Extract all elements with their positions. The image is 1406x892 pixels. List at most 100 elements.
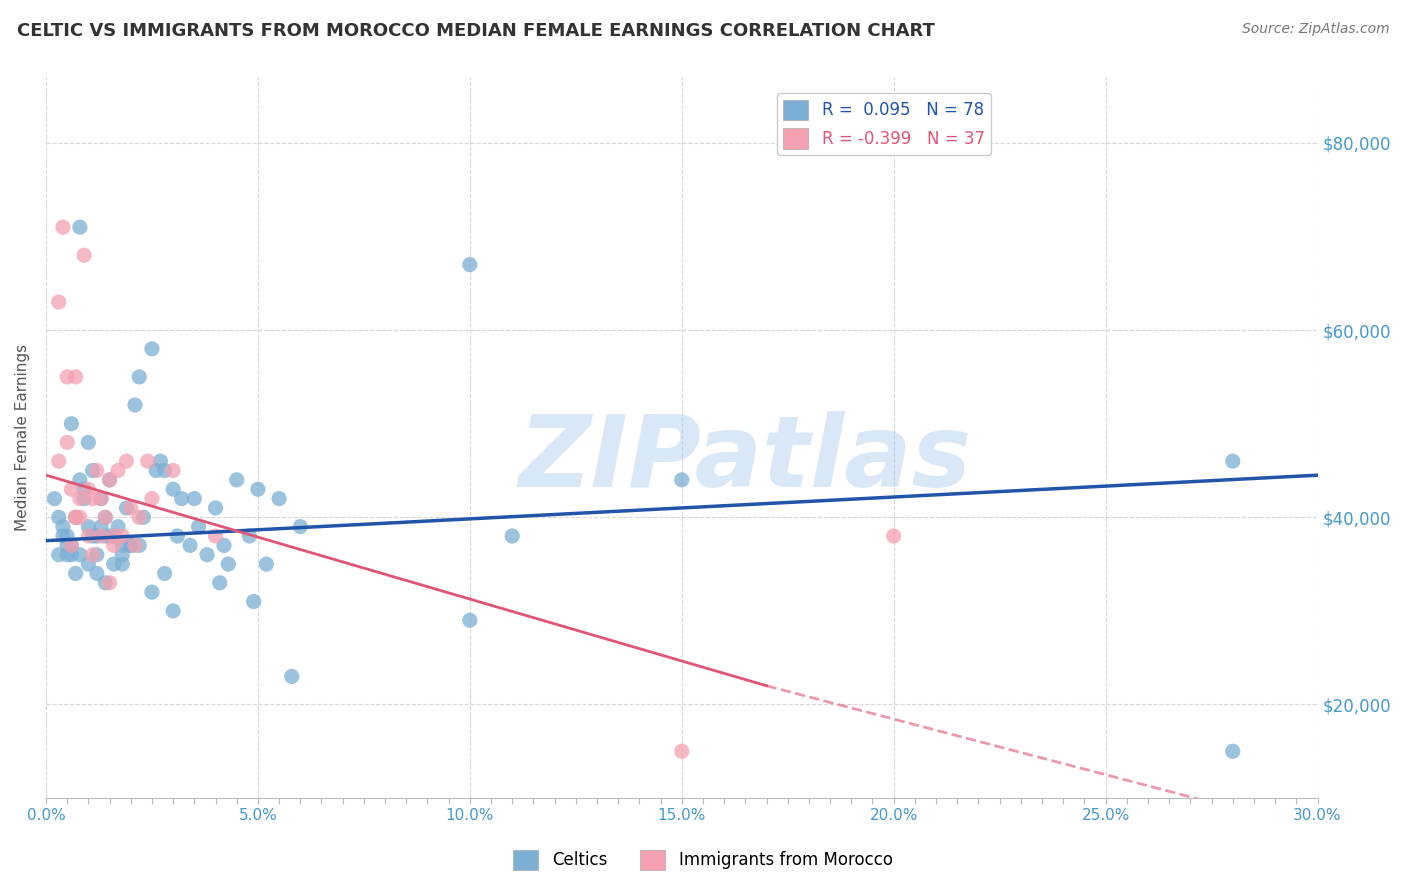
Point xyxy=(254,557,277,571)
Text: CELTIC VS IMMIGRANTS FROM MOROCCO MEDIAN FEMALE EARNINGS CORRELATION CHART: CELTIC VS IMMIGRANTS FROM MOROCCO MEDIAN… xyxy=(17,22,935,40)
Point xyxy=(65,510,87,524)
Point xyxy=(183,491,205,506)
Point xyxy=(120,500,142,515)
Legend: R =  0.095   N = 78, R = -0.399   N = 37: R = 0.095 N = 78, R = -0.399 N = 37 xyxy=(776,93,991,155)
Point xyxy=(86,463,108,477)
Point xyxy=(267,491,290,506)
Point xyxy=(52,220,75,235)
Point xyxy=(52,519,75,533)
Point xyxy=(69,491,91,506)
Text: ZIPatlas: ZIPatlas xyxy=(519,411,972,508)
Point xyxy=(90,529,112,543)
Point xyxy=(69,510,91,524)
Point xyxy=(179,538,201,552)
Point xyxy=(82,463,104,477)
Point xyxy=(238,529,260,543)
Point xyxy=(208,575,231,590)
Point xyxy=(77,557,100,571)
Point xyxy=(120,538,142,552)
Point xyxy=(48,295,70,310)
Point xyxy=(162,463,184,477)
Point xyxy=(111,548,134,562)
Point xyxy=(73,491,96,506)
Point xyxy=(60,538,83,552)
Point xyxy=(162,604,184,618)
Point xyxy=(111,557,134,571)
Point xyxy=(65,510,87,524)
Point xyxy=(153,463,176,477)
Point xyxy=(69,473,91,487)
Point xyxy=(77,529,100,543)
Point xyxy=(103,529,125,543)
Point xyxy=(111,529,134,543)
Point xyxy=(86,529,108,543)
Point xyxy=(98,529,121,543)
Point xyxy=(128,370,150,384)
Point xyxy=(56,529,79,543)
Point xyxy=(111,538,134,552)
Point xyxy=(242,594,264,608)
Point xyxy=(124,538,146,552)
Point xyxy=(458,613,481,627)
Point xyxy=(212,538,235,552)
Point xyxy=(217,557,239,571)
Legend: Celtics, Immigrants from Morocco: Celtics, Immigrants from Morocco xyxy=(506,843,900,877)
Point xyxy=(60,417,83,431)
Point xyxy=(60,482,83,496)
Point xyxy=(458,258,481,272)
Point xyxy=(90,491,112,506)
Point xyxy=(56,538,79,552)
Point xyxy=(98,473,121,487)
Point xyxy=(82,491,104,506)
Point xyxy=(48,454,70,468)
Point xyxy=(136,454,159,468)
Point xyxy=(883,529,905,543)
Point xyxy=(77,482,100,496)
Point xyxy=(56,435,79,450)
Point xyxy=(128,538,150,552)
Point xyxy=(90,491,112,506)
Point xyxy=(77,435,100,450)
Point xyxy=(103,529,125,543)
Point xyxy=(225,473,247,487)
Point xyxy=(115,500,138,515)
Point xyxy=(48,510,70,524)
Point xyxy=(94,510,117,524)
Point xyxy=(73,482,96,496)
Point xyxy=(94,510,117,524)
Point xyxy=(149,454,172,468)
Point xyxy=(65,370,87,384)
Point xyxy=(56,370,79,384)
Point xyxy=(120,538,142,552)
Point xyxy=(82,529,104,543)
Point xyxy=(115,454,138,468)
Point xyxy=(86,566,108,581)
Point xyxy=(132,510,155,524)
Point xyxy=(94,529,117,543)
Point xyxy=(90,519,112,533)
Point xyxy=(1222,454,1244,468)
Point xyxy=(124,398,146,412)
Point xyxy=(145,463,167,477)
Point xyxy=(281,669,304,683)
Point xyxy=(65,566,87,581)
Point xyxy=(162,482,184,496)
Point xyxy=(204,500,226,515)
Point xyxy=(290,519,312,533)
Point xyxy=(77,519,100,533)
Point xyxy=(69,548,91,562)
Point xyxy=(103,557,125,571)
Point xyxy=(52,529,75,543)
Point xyxy=(98,473,121,487)
Point xyxy=(48,548,70,562)
Point xyxy=(141,342,163,356)
Point xyxy=(56,548,79,562)
Point xyxy=(107,519,129,533)
Point xyxy=(153,566,176,581)
Point xyxy=(86,548,108,562)
Point xyxy=(1222,744,1244,758)
Point xyxy=(98,575,121,590)
Point xyxy=(671,473,693,487)
Point xyxy=(195,548,218,562)
Text: Source: ZipAtlas.com: Source: ZipAtlas.com xyxy=(1241,22,1389,37)
